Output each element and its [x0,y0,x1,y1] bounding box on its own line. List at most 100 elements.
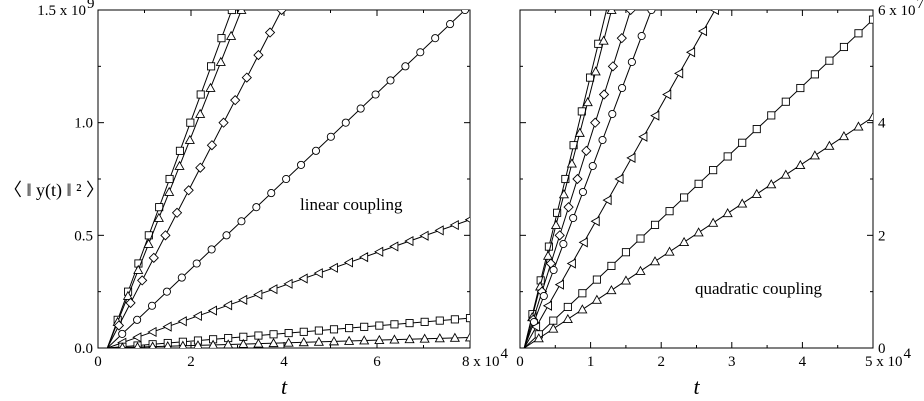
circle-marker [416,48,425,57]
diamond-marker [554,230,565,241]
diamond-marker [241,72,252,83]
circle-marker [386,76,395,85]
triangle-marker [253,338,264,348]
triangle-marker [550,219,562,229]
triangle-left-marker [389,241,399,252]
square-marker [165,174,174,184]
square-marker [207,62,216,71]
diamond-marker [171,207,183,218]
triangle-left-marker [685,47,696,58]
diamond-marker [125,297,136,309]
y-axis-label: 〈 ‖ y(t) ‖ ² 〉 [4,180,104,201]
triangle-left-marker [222,300,233,311]
circle-marker [539,291,548,301]
triangle-left-marker [374,246,384,257]
triangle-marker [751,188,762,198]
triangle-left-marker [404,235,414,247]
triangle-marker [298,337,309,347]
square-marker [465,314,470,323]
triangle-left-marker [674,68,684,79]
triangle-left-marker [709,10,719,16]
square-marker [299,327,308,336]
circle-marker [252,203,261,212]
square-marker [450,315,459,324]
y-tick-label: 6 x 10 [878,3,916,19]
x-tick-label: 2 [657,354,665,370]
triangle-marker [195,108,206,118]
circle-marker [282,174,291,184]
triangle-marker [853,121,864,131]
square-marker [553,208,562,217]
triangle-left-marker [147,326,157,338]
triangle-marker [582,96,593,107]
diamond-marker [581,145,592,156]
triangle-marker [649,256,661,266]
x-axis-label: t [693,374,700,399]
circle-marker [237,217,246,226]
x-tick-label: 0 [516,354,524,370]
triangle-marker [577,304,588,314]
diamond-marker [253,49,264,61]
circle-marker [147,301,157,310]
triangle-left-marker [662,89,672,100]
triangle-left-marker [298,273,308,284]
triangle-left-marker [358,252,369,263]
square-marker [390,320,399,329]
circle-marker [296,160,306,169]
triangle-marker [867,111,873,121]
triangle-left-marker [192,310,202,322]
x-tick-label: 5 x 10 [865,354,903,370]
triangle-marker [562,313,573,324]
triangle-left-marker [554,279,564,290]
square-marker [549,316,558,325]
circle-marker [177,273,186,282]
diamond-marker [206,140,218,151]
triangle-left-marker [566,258,576,269]
diamond-marker [625,10,636,16]
square-marker [578,289,587,298]
triangle-left-marker [530,321,541,332]
circle-marker [446,20,455,29]
y-tick-label: 2 [878,228,886,244]
square-marker [269,330,278,339]
triangle-marker [164,186,175,196]
square-marker [796,83,805,93]
triangle-marker [153,212,164,222]
triangle-marker [174,160,185,170]
x-tick-label: 8 x 10 [462,354,500,370]
triangle-marker [809,150,820,160]
circle-marker [192,259,201,268]
diamond-marker [148,252,159,264]
triangle-left-marker [419,230,429,241]
triangle-marker [838,131,850,141]
series-line [106,10,242,348]
triangle-left-marker [602,195,612,206]
triangle-left-marker [343,257,354,268]
diamond-marker [264,27,276,38]
square-marker [839,42,848,52]
triangle-left-marker [578,237,588,248]
diamond-marker [218,117,229,128]
triangle-left-marker [464,216,470,223]
triangle-marker [236,10,247,14]
triangle-marker [558,189,570,199]
circle-marker [341,118,350,127]
circle-marker [460,10,470,15]
data-series [523,10,608,348]
annotation-label: linear coupling [300,195,403,214]
triangle-marker [268,337,279,348]
triangle-marker [542,250,554,260]
diamond-marker [276,10,287,16]
triangle-marker [620,275,632,285]
triangle-marker [205,82,216,92]
triangle-marker [795,159,806,170]
circle-marker [401,62,410,71]
triangle-left-marker [268,284,278,295]
diamond-marker [230,94,241,106]
square-marker [254,331,263,340]
square-marker [563,302,572,312]
triangle-left-marker [328,262,338,273]
square-marker [329,325,339,334]
